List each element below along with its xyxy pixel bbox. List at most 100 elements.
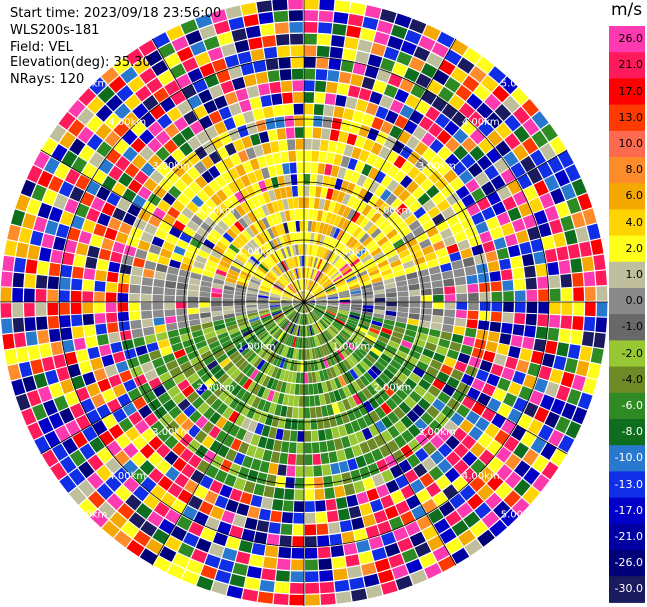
velocity-cell (164, 309, 176, 317)
velocity-cell (451, 547, 470, 565)
velocity-cell (219, 484, 233, 498)
velocity-cell (462, 256, 475, 268)
velocity-cell (398, 189, 411, 202)
velocity-cell (255, 71, 269, 85)
velocity-cell (270, 291, 282, 296)
velocity-cell (402, 360, 415, 372)
velocity-cell (415, 100, 431, 115)
velocity-cell (282, 92, 293, 104)
velocity-cell (561, 288, 573, 301)
velocity-cell (394, 88, 410, 104)
velocity-cell (152, 286, 164, 295)
velocity-cell (550, 188, 565, 205)
velocity-cell (293, 281, 299, 291)
velocity-cell (139, 460, 155, 476)
velocity-cell (169, 335, 182, 346)
velocity-cell (528, 197, 544, 213)
velocity-cell (507, 207, 522, 222)
velocity-cell (413, 172, 428, 186)
velocity-cell (20, 179, 36, 197)
velocity-cell (406, 324, 418, 332)
velocity-cell (366, 584, 383, 599)
velocity-cell (455, 310, 467, 319)
velocity-cell (297, 313, 301, 324)
velocity-cell (461, 137, 477, 153)
velocity-cell (148, 468, 164, 484)
velocity-cell (315, 221, 321, 233)
velocity-cell (329, 366, 337, 378)
velocity-cell (12, 272, 25, 288)
velocity-cell (148, 436, 163, 451)
velocity-cell (176, 308, 188, 316)
velocity-cell (54, 163, 70, 180)
velocity-cell (414, 447, 429, 462)
velocity-cell (527, 362, 541, 377)
velocity-cell (336, 349, 345, 361)
velocity-cell (416, 515, 433, 531)
velocity-cell (387, 380, 400, 393)
velocity-cell (377, 520, 392, 535)
velocity-cell (247, 312, 259, 317)
velocity-cell (453, 325, 466, 336)
velocity-cell (261, 217, 271, 229)
velocity-cell (143, 177, 158, 192)
velocity-cell (217, 264, 229, 273)
velocity-cell (44, 220, 59, 236)
velocity-cell (474, 253, 487, 265)
velocity-cell (238, 251, 249, 261)
velocity-cell (262, 375, 271, 387)
velocity-cell (199, 286, 211, 293)
velocity-cell (80, 191, 95, 207)
velocity-cell (345, 371, 355, 383)
velocity-cell (138, 39, 157, 57)
velocity-cell (433, 302, 444, 309)
velocity-cell (288, 0, 303, 10)
velocity-cell (68, 119, 85, 137)
velocity-cell (544, 205, 559, 222)
velocity-cell (289, 257, 295, 269)
velocity-cell (431, 315, 443, 324)
velocity-cell (331, 189, 340, 202)
velocity-cell (113, 138, 130, 155)
velocity-cell (182, 338, 195, 348)
velocity-cell (436, 199, 451, 212)
velocity-cell (49, 124, 67, 143)
velocity-cell (459, 484, 476, 501)
velocity-cell (320, 139, 329, 152)
velocity-cell (179, 232, 192, 244)
velocity-cell (140, 294, 152, 302)
velocity-cell (176, 239, 189, 250)
velocity-cell (408, 56, 425, 72)
velocity-cell (197, 345, 210, 355)
velocity-cell (154, 324, 167, 334)
velocity-cell (326, 404, 335, 416)
velocity-cell (406, 453, 421, 468)
velocity-cell (318, 429, 326, 441)
velocity-cell (267, 338, 277, 349)
velocity-cell (283, 259, 290, 271)
velocity-cell (231, 384, 242, 397)
velocity-cell (289, 283, 297, 293)
velocity-cell (184, 250, 197, 260)
velocity-cell (464, 539, 483, 556)
velocity-cell (320, 260, 327, 271)
velocity-cell (154, 501, 170, 518)
velocity-cell (349, 287, 361, 292)
velocity-cell (289, 22, 303, 33)
velocity-cell (323, 249, 331, 260)
velocity-cell (291, 68, 304, 80)
velocity-cell (423, 391, 436, 405)
velocity-cell (246, 290, 258, 295)
velocity-cell (293, 302, 304, 306)
velocity-cell (452, 390, 466, 403)
velocity-cell (308, 384, 314, 395)
velocity-cell (281, 333, 288, 344)
velocity-cell (200, 388, 213, 401)
velocity-cell (286, 347, 292, 358)
velocity-cell (395, 500, 410, 515)
velocity-cell (478, 120, 494, 137)
velocity-cell (249, 316, 260, 323)
velocity-cell (387, 254, 400, 264)
velocity-cell (329, 253, 338, 264)
velocity-cell (181, 463, 196, 478)
